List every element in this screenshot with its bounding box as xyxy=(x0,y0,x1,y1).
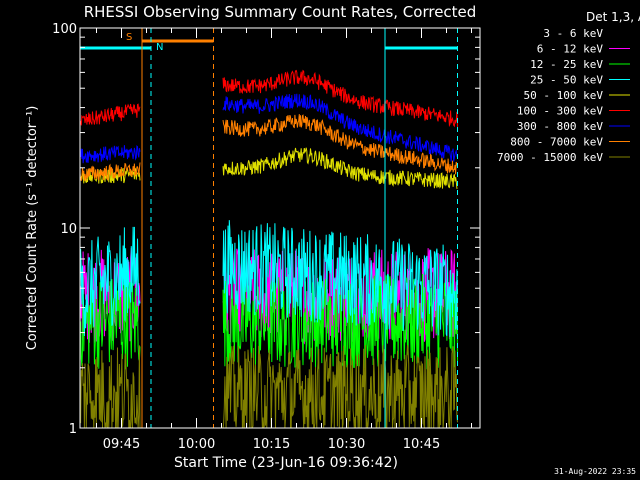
legend-label: 50 - 100 keV xyxy=(524,89,604,102)
series-100-300kev xyxy=(80,69,458,128)
saa-label: S xyxy=(126,32,132,43)
series-7000-15000kev xyxy=(80,344,458,428)
y-tick-label: 100 xyxy=(52,22,77,37)
series-line xyxy=(222,147,458,189)
legend-label: 25 - 50 keV xyxy=(530,74,603,87)
x-tick-label: 10:30 xyxy=(328,437,365,452)
legend-label: 800 - 7000 keV xyxy=(510,136,603,149)
series-group xyxy=(80,69,458,428)
x-axis-label: Start Time (23-Jun-16 09:36:42) xyxy=(174,455,398,471)
legend-label: 100 - 300 keV xyxy=(517,105,603,118)
series-line xyxy=(80,103,141,126)
legend-label: 3 - 6 keV xyxy=(543,27,603,40)
x-tick-label: 10:00 xyxy=(178,437,215,452)
footer-date: 31-Aug-2022 23:35 xyxy=(554,467,636,476)
series-25-50kev xyxy=(80,220,458,337)
x-tick-label: 09:45 xyxy=(103,437,140,452)
legend-label: 12 - 25 keV xyxy=(530,58,603,71)
chart-title: RHESSI Observing Summary Count Rates, Co… xyxy=(84,3,477,21)
legend-label: 6 - 12 keV xyxy=(537,43,604,56)
y-tick-label: 10 xyxy=(60,222,77,237)
plot-area xyxy=(80,69,458,428)
series-line xyxy=(80,380,140,428)
annotations: SN xyxy=(80,28,458,428)
series-line xyxy=(222,344,458,428)
legend-label: 7000 - 15000 keV xyxy=(497,151,603,164)
series-300-800kev xyxy=(80,93,458,164)
series-line xyxy=(80,162,141,182)
series-line xyxy=(222,220,458,337)
series-line xyxy=(222,114,458,175)
legend: Det 1,3, Att 0 3 - 6 keV 6 - 12 keV 12 - 2… xyxy=(497,10,640,164)
axes: 09:45 10:00 10:15 10:30 10:45 1 10 100 xyxy=(52,22,481,452)
series-line xyxy=(222,93,458,162)
series-3-6kev xyxy=(80,380,458,428)
series-800-7000kev xyxy=(80,114,458,182)
night-label: N xyxy=(156,42,163,53)
x-tick-label: 10:45 xyxy=(403,437,440,452)
legend-header: Det 1,3, Att 0 xyxy=(586,10,640,24)
y-tick-label: 1 xyxy=(69,422,77,437)
legend-label: 300 - 800 keV xyxy=(517,120,603,133)
y-axis-label: Corrected Count Rate (s⁻¹ detector⁻¹) xyxy=(25,106,40,351)
series-line xyxy=(222,69,458,128)
series-line xyxy=(80,345,141,428)
series-line xyxy=(80,144,141,164)
x-tick-label: 10:15 xyxy=(253,437,290,452)
series-line xyxy=(80,226,141,337)
